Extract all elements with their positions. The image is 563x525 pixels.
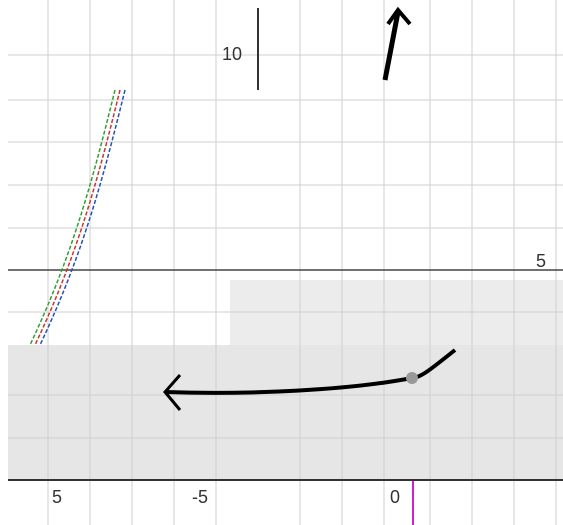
shaded-region (8, 345, 563, 480)
arrow (382, 11, 401, 81)
curve (29, 89, 116, 346)
point (406, 372, 418, 384)
x-tick-label: -5 (192, 487, 208, 507)
x-tick-label: 0 (390, 487, 400, 507)
curve (34, 89, 121, 346)
curve (39, 89, 126, 346)
y-tick-label: 10 (222, 44, 242, 64)
grid (8, 0, 563, 525)
arrow (164, 348, 457, 395)
arrow-head (386, 6, 412, 26)
arrow-head (163, 374, 182, 411)
y-tick-label: 5 (536, 251, 546, 271)
x-tick-label: 5 (52, 487, 62, 507)
